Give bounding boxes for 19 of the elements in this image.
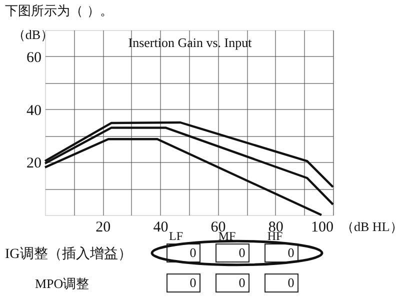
y-axis-title: （dB）: [12, 27, 54, 42]
text: IG调整（插入增益）: [5, 246, 132, 262]
x-tick-label: 20: [96, 220, 111, 236]
text: 0: [238, 275, 246, 290]
text: 0: [238, 245, 246, 260]
text: 0: [288, 275, 294, 290]
text: LF: [168, 229, 184, 243]
text: 0: [288, 245, 294, 260]
x-tick-label: 100: [311, 220, 334, 236]
x-tick-label: 40: [153, 220, 168, 236]
text: 0: [190, 245, 196, 260]
y-tick-label: 20: [26, 156, 42, 172]
text: 下图所示为（ ）。: [5, 4, 114, 19]
y-tick-label: 40: [26, 102, 42, 119]
x-axis-title: （dB HL）: [341, 219, 403, 234]
text: 0: [190, 275, 196, 290]
text: MPO调整: [35, 276, 90, 291]
y-tick-label: 60: [26, 50, 42, 66]
chart-title: Insertion Gain vs. Input: [128, 35, 252, 50]
